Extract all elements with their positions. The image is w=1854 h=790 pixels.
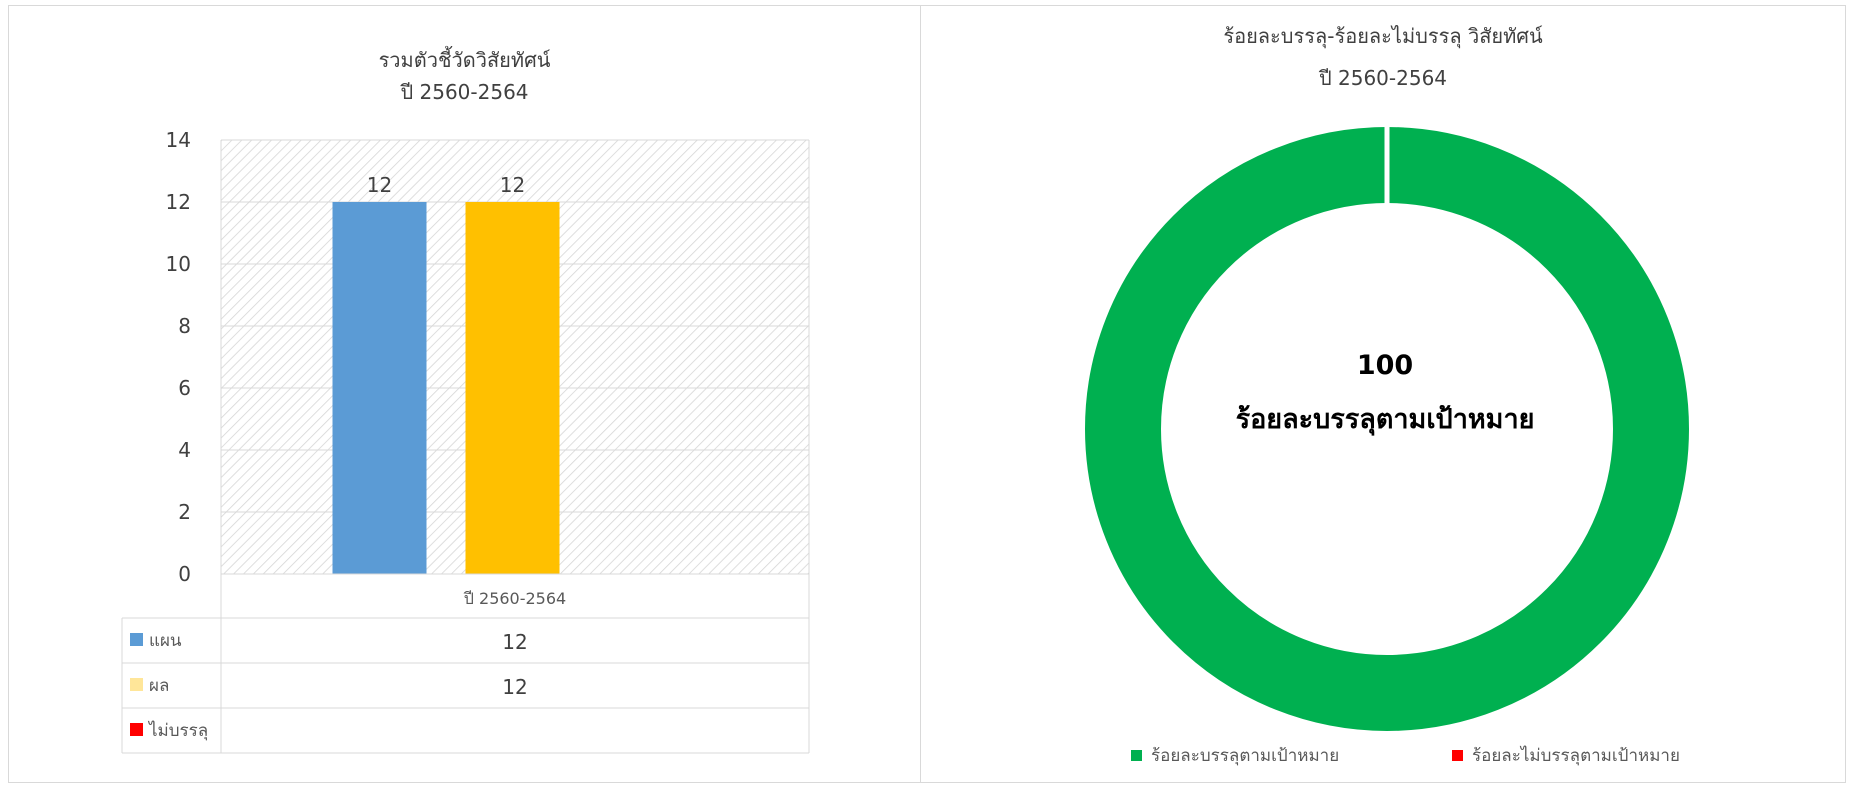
bar-data-label: 12 xyxy=(367,173,392,197)
legend-label-not-achieved: ร้อยละไม่บรรลุตามเป้าหมาย xyxy=(1472,746,1680,766)
y-tick-label: 4 xyxy=(178,438,191,462)
bar-chart-panel: รวมตัวชี้วัดวิสัยทัศน์ ปี 2560-2564 0 2 4 6… xyxy=(8,5,921,783)
donut-chart-title: ร้อยละบรรลุ-ร้อยละไม่บรรลุ วิสัยทัศน์ xyxy=(1223,24,1543,48)
y-tick-label: 8 xyxy=(178,314,191,338)
legend-label-achieved: ร้อยละบรรลุตามเป้าหมาย xyxy=(1151,746,1340,766)
table-legend-swatch xyxy=(130,723,143,736)
table-legend-swatch xyxy=(130,678,143,691)
y-tick-label: 14 xyxy=(166,128,191,152)
bar-chart-title: รวมตัวชี้วัดวิสัยทัศน์ xyxy=(378,48,551,72)
y-tick-label: 10 xyxy=(166,252,191,276)
donut-chart-subtitle: ปี 2560-2564 xyxy=(1318,66,1448,90)
x-category-label: ปี 2560-2564 xyxy=(463,589,566,608)
y-tick-label: 2 xyxy=(178,500,191,524)
legend-swatch-achieved xyxy=(1131,750,1142,761)
legend-item-not-achieved: ร้อยละไม่บรรลุตามเป้าหมาย xyxy=(1452,742,1680,769)
bar-plan xyxy=(332,202,427,574)
donut-center-label: ร้อยละบรรลุตามเป้าหมาย xyxy=(1236,404,1535,436)
legend-swatch-not-achieved xyxy=(1452,750,1463,761)
table-value: 12 xyxy=(502,630,527,654)
donut-chart-panel: ร้อยละบรรลุ-ร้อยละไม่บรรลุ วิสัยทัศน์ ปี… xyxy=(920,5,1846,783)
bar-data-label: 12 xyxy=(500,173,525,197)
table-series-name: ผล xyxy=(149,676,169,696)
table-series-name: แผน xyxy=(149,631,182,651)
bar-chart-svg: 0 2 4 6 8 10 12 14 12 12 ปี 2560-2564 แผน 12 ผล 12 ไม… xyxy=(121,128,810,754)
y-tick-label: 0 xyxy=(178,562,191,586)
bar-result xyxy=(465,202,560,574)
table-legend-swatch xyxy=(130,633,143,646)
table-value: 12 xyxy=(502,675,527,699)
y-tick-label: 6 xyxy=(178,376,191,400)
bar-chart-subtitle: ปี 2560-2564 xyxy=(400,80,529,104)
legend-item-achieved: ร้อยละบรรลุตามเป้าหมาย xyxy=(1131,742,1339,769)
donut-center-value: 100 xyxy=(1357,350,1413,381)
table-series-name: ไม่บรรลุ xyxy=(147,720,208,741)
donut-chart-svg: 100 ร้อยละบรรลุตามเป้าหมาย xyxy=(1085,126,1689,731)
y-tick-label: 12 xyxy=(166,190,191,214)
